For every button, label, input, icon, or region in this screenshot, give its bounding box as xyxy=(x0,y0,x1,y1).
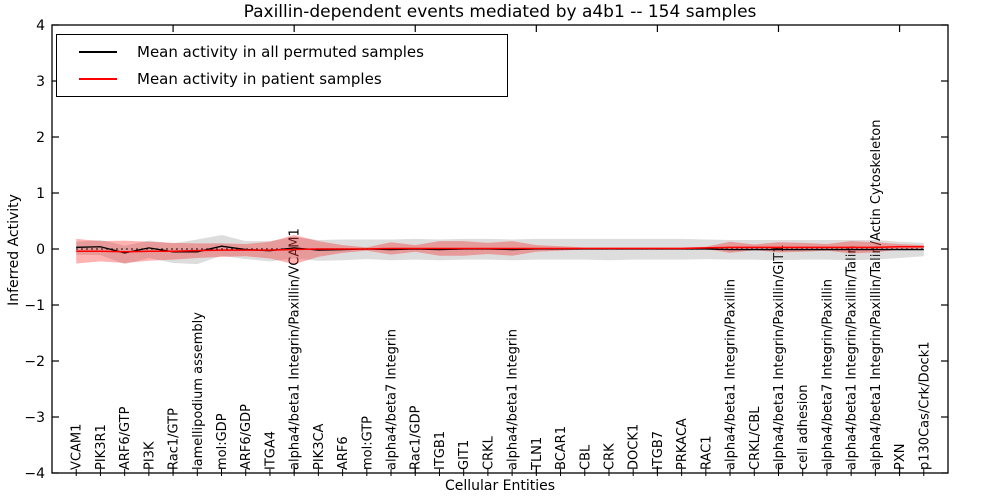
plot-border xyxy=(51,24,949,474)
x-tick-label: ARF6 xyxy=(336,436,351,470)
x-tick-label: cell adhesion xyxy=(796,384,811,470)
x-tick-label: ARF6/GDP xyxy=(239,404,254,470)
x-tick-label: ITGB7 xyxy=(651,431,666,470)
legend: Mean activity in all permuted samples Me… xyxy=(56,34,508,97)
y-axis-label: Inferred Activity xyxy=(6,194,22,306)
x-tick-label: CBL xyxy=(578,444,593,470)
x-tick-label: CRKL/CBL xyxy=(748,406,763,470)
y-tick-label: −3 xyxy=(24,410,45,426)
y-tick-label: 3 xyxy=(36,74,45,90)
x-axis-label: Cellular Entities xyxy=(444,478,556,494)
y-axis-label-wrap: Inferred Activity xyxy=(0,0,28,500)
x-tick-label: BCAR1 xyxy=(554,426,569,470)
legend-line-sample-permuted xyxy=(79,51,117,54)
x-tick-label: alpha4/beta1 Integrin/Paxillin/VCAM1 xyxy=(288,228,303,470)
x-tick-label: RAC1 xyxy=(699,435,714,470)
x-tick-label: PRKACA xyxy=(675,418,690,470)
x-category-labels: VCAM1 PIK3R1 ARF6/GTP PI3K Rac1/GTP lamellipo… xyxy=(70,120,933,471)
x-tick-label: alpha4/beta7 Integrin xyxy=(385,329,400,470)
x-tick-label: ITGB1 xyxy=(433,431,448,470)
patient-mean-line xyxy=(76,246,924,253)
x-tick-label: alpha4/beta1 Integrin/Paxillin/Talin/Act… xyxy=(869,120,884,470)
x-tick-label: VCAM1 xyxy=(70,424,85,470)
x-tick-label: Rac1/GTP xyxy=(167,408,182,470)
x-tick-label: CRK xyxy=(602,443,617,470)
chart-title: Paxillin-dependent events mediated by a4… xyxy=(243,2,757,22)
x-tick-label: alpha4/beta1 Integrin/Paxillin xyxy=(724,279,739,470)
x-tick-label: ARF6/GTP xyxy=(118,406,133,470)
x-tick-label: alpha4/beta7 Integrin/Paxillin xyxy=(820,279,835,470)
x-tick-label: mol:GDP xyxy=(215,413,230,470)
y-tick-label: 1 xyxy=(36,186,45,202)
x-tick-label: alpha4/beta1 Integrin/Paxillin/Talin xyxy=(845,245,860,470)
y-tick-labels: 4 3 2 1 0 −1 −2 −3 −4 xyxy=(24,18,45,482)
y-tick-label: −1 xyxy=(24,298,45,314)
x-tick-label: alpha4/beta1 Integrin/Paxillin/GIT1 xyxy=(772,244,787,470)
y-tick-label: −2 xyxy=(24,354,45,370)
x-tick-label: lamellipodium assembly xyxy=(191,312,206,470)
x-tick-label: PXN xyxy=(893,444,908,470)
x-tick-label: TLN1 xyxy=(530,437,545,471)
y-tick-label: 4 xyxy=(36,18,45,34)
x-tick-label: ITGA4 xyxy=(263,431,278,470)
x-tick-label: GIT1 xyxy=(457,440,472,470)
y-tick-label: 2 xyxy=(36,130,45,146)
y-tick-label: 0 xyxy=(36,242,45,258)
permuted-mean-line xyxy=(76,245,924,254)
x-tick-label: PIK3CA xyxy=(312,423,327,470)
x-tick-label: PIK3R1 xyxy=(94,424,109,470)
legend-label-patient: Mean activity in patient samples xyxy=(137,69,382,88)
legend-label-permuted: Mean activity in all permuted samples xyxy=(137,43,424,62)
x-tick-label: CRKL xyxy=(481,435,496,470)
legend-line-sample-patient xyxy=(79,77,117,80)
x-tick-label: PI3K xyxy=(142,441,157,470)
x-tick-label: alpha4/beta1 Integrin xyxy=(506,329,521,470)
x-tick-label: DOCK1 xyxy=(627,424,642,470)
y-tick-label: −4 xyxy=(24,466,45,482)
legend-item-permuted: Mean activity in all permuted samples xyxy=(57,40,507,64)
x-tick-label: p130Cas/Crk/Dock1 xyxy=(917,341,932,470)
x-tick-label: mol:GTP xyxy=(360,416,375,470)
x-tick-label: Rac1/GDP xyxy=(409,405,424,470)
legend-item-patient: Mean activity in patient samples xyxy=(57,67,507,91)
